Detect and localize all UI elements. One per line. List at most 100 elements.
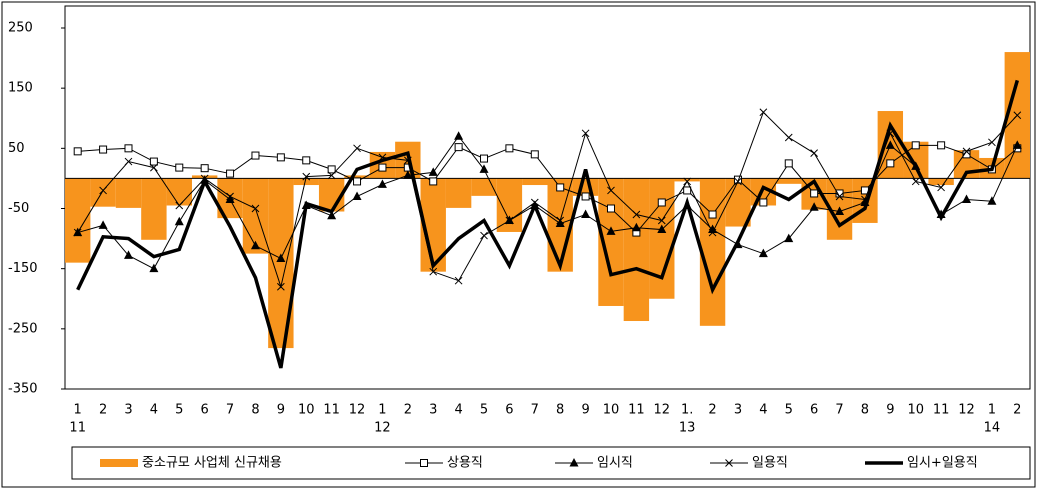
marker-x [632,210,641,219]
x-tick-label: 9 [581,403,589,418]
marker-x [988,138,996,147]
year-label: 14 [984,421,1001,436]
marker-x [480,231,488,240]
marker-triangle [581,209,591,219]
x-tick-label: 12 [958,403,975,418]
y-tick-label: -350 [8,382,38,397]
marker-triangle [606,226,616,235]
marker-x [725,459,733,467]
marker-square [784,159,793,168]
line [77,111,1018,289]
marker-x [607,186,615,195]
marker-triangle [987,196,997,205]
legend-label: 중소규모 사업체 신규채용 [142,456,282,471]
marker-x [937,183,945,192]
legend-swatch [100,459,138,467]
x-tick-label: 11 [933,403,950,418]
x-tick-label: 1. [681,403,693,418]
marker-x [1013,111,1022,120]
marker-triangle [835,206,845,216]
bar [623,178,650,322]
marker-triangle [377,179,387,188]
bar [90,178,116,207]
marker-square [556,183,565,192]
marker-square [226,169,235,178]
bar [141,178,167,240]
marker-square [530,150,539,159]
marker-square [733,175,742,184]
bar [166,178,192,206]
marker-square [99,145,108,154]
marker-square [420,459,428,467]
legend-label: 상용직 [447,456,483,471]
marker-triangle [454,131,464,140]
x-tick-label: 12 [654,403,671,418]
marker-square [911,141,920,150]
marker-x [556,216,565,225]
marker-x [683,177,692,186]
marker-square [149,157,158,166]
x-tick-label: 9 [277,403,285,418]
marker-square [937,141,946,150]
x-tick-label: 1 [378,403,386,418]
marker-triangle [631,222,641,232]
marker-x [810,149,818,158]
y-tick-label: -250 [8,321,38,336]
x-tick-label: 8 [556,403,564,418]
marker-square [759,198,768,207]
x-tick-label: 7 [226,403,234,418]
x-tick-label: 1 [988,403,996,418]
x-tick-label: 2 [99,403,107,418]
x-tick-label: 6 [810,403,818,418]
x-tick-label: 5 [480,403,488,418]
marker-square [683,186,692,195]
marker-x [835,192,844,201]
marker-x [327,171,336,180]
x-tick-label: 2 [1013,403,1021,418]
marker-x [784,133,793,142]
x-tick-label: 4 [454,403,462,418]
marker-triangle [809,202,819,211]
legend-box [71,446,1031,480]
y-tick-label: 250 [8,21,33,36]
marker-triangle [758,248,768,258]
marker-square [73,147,82,156]
marker-x [581,129,590,138]
bar [445,178,472,208]
bar [649,178,675,299]
marker-triangle [98,220,108,229]
marker-x [734,177,742,186]
marker-x [150,163,158,172]
year-label: 11 [69,421,86,436]
marker-square [353,177,362,186]
y-tick-label: -150 [8,261,38,276]
marker-square [378,163,387,172]
bar [293,178,319,186]
x-tick-label: 3 [429,403,437,418]
marker-triangle [276,253,286,262]
bar [699,178,726,326]
marker-x [962,147,971,156]
x-tick-label: 12 [349,403,366,418]
marker-triangle [403,170,413,179]
x-tick-label: 8 [251,403,259,418]
marker-square [251,151,260,160]
marker-x [911,177,920,186]
bar [928,178,954,186]
x-tick-label: 4 [759,403,767,418]
x-tick-label: 3 [734,403,742,418]
marker-x [353,144,361,153]
marker-triangle [555,218,565,228]
marker-x [302,172,311,181]
marker-triangle [225,194,235,203]
marker-square [505,144,514,153]
y-tick-label: 50 [8,141,25,156]
x-tick-label: 5 [175,403,183,418]
bar [725,178,751,227]
x-tick-label: 10 [298,403,315,418]
x-tick-label: 9 [886,403,894,418]
year-label: 13 [679,421,696,436]
marker-x [708,228,717,237]
